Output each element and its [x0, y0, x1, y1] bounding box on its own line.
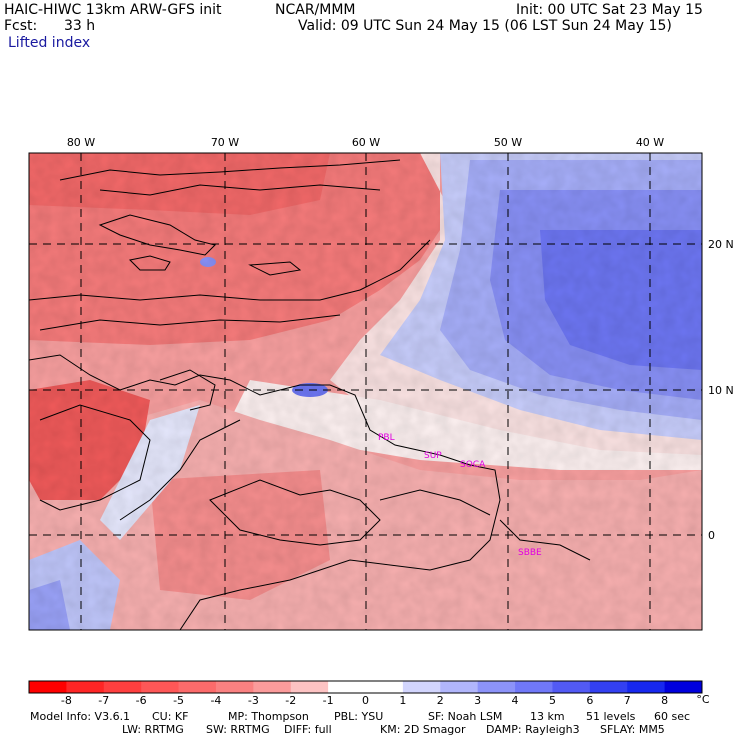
model-version: Model Info: V3.6.1	[30, 710, 131, 723]
colorbar-tick-label: 0	[362, 694, 369, 707]
colorbar-swatch	[253, 681, 292, 693]
colorbar-swatch	[664, 681, 703, 693]
colorbar-swatch	[66, 681, 105, 693]
station-markers: PBL SUP SOCA SBBE	[378, 433, 542, 558]
colorbar-swatch	[290, 681, 329, 693]
colorbar-tick-label: 3	[474, 694, 482, 707]
diff-option: DIFF: full	[284, 723, 332, 736]
colorbar-swatch	[402, 681, 441, 693]
org-label: NCAR/MMM	[275, 2, 356, 18]
colorbar-tick-label: -3	[247, 694, 259, 707]
colorbar-swatch	[589, 681, 628, 693]
colorbar	[28, 680, 703, 694]
sf-scheme: SF: Noah LSM	[428, 710, 503, 723]
map-frame	[28, 152, 703, 631]
station-label: SUP	[424, 451, 442, 461]
sw-scheme: SW: RRTMG	[206, 723, 270, 736]
colorbar-tick-label: 6	[586, 694, 594, 707]
colorbar-tick-label: -4	[210, 694, 222, 707]
colorbar-swatch	[515, 681, 553, 693]
pbl-scheme: PBL: YSU	[334, 710, 384, 723]
colorbar-swatch	[29, 681, 67, 693]
colorbar-frame	[28, 680, 703, 694]
colorbar-tick-label: 1	[399, 694, 407, 707]
sflay-option: SFLAY: MM5	[600, 723, 665, 736]
lon-label: 80 W	[67, 136, 95, 149]
colorbar-swatch	[552, 681, 591, 693]
colorbar-tick-label: -7	[98, 694, 110, 707]
colorbar-tick-label: 2	[436, 694, 444, 707]
lw-scheme: LW: RRTMG	[122, 723, 184, 736]
timestep: 60 sec	[654, 710, 691, 723]
colorbar-swatch	[477, 681, 516, 693]
colorbar-tick-label: 8	[661, 694, 669, 707]
colorbar-tick-label: -6	[135, 694, 147, 707]
colorbar-tick-label: -5	[173, 694, 185, 707]
lon-label: 40 W	[636, 136, 664, 149]
colorbar-tick-label: 5	[548, 694, 556, 707]
field-name: Lifted index	[8, 35, 91, 51]
colorbar-swatch	[103, 681, 142, 693]
colorbar-unit: °C	[696, 693, 710, 706]
init-time: Init: 00 UTC Sat 23 May 15	[516, 2, 703, 18]
mp-scheme: MP: Thompson	[228, 710, 309, 723]
coastlines	[29, 159, 591, 630]
levels: 51 levels	[586, 710, 636, 723]
valid-time: Valid: 09 UTC Sun 24 May 15 (06 LST Sun …	[298, 18, 672, 34]
graticule	[29, 153, 702, 630]
fcst-value: 33 h	[64, 18, 96, 34]
damp-option: DAMP: Rayleigh3	[486, 723, 580, 736]
colorbar-swatch	[440, 681, 479, 693]
station-label: SOCA	[460, 460, 486, 470]
colorbar-swatch	[627, 681, 666, 693]
station-label: SBBE	[518, 548, 542, 558]
cu-scheme: CU: KF	[152, 710, 189, 723]
colorbar-swatch	[365, 681, 404, 693]
colorbar-swatch	[215, 681, 254, 693]
fcst-label: Fcst:	[4, 18, 38, 34]
km-option: KM: 2D Smagor	[380, 723, 466, 736]
colorbar-swatch	[328, 681, 366, 693]
lon-label: 60 W	[352, 136, 380, 149]
station-label: PBL	[378, 433, 395, 443]
lon-label: 70 W	[211, 136, 239, 149]
model-info-line1: Model Info: V3.6.1 CU: KF MP: Thompson P…	[30, 710, 690, 723]
lat-label: 0	[708, 529, 715, 542]
colorbar-swatch	[141, 681, 180, 693]
colorbar-tick-label: -2	[285, 694, 297, 707]
lon-label: 50 W	[494, 136, 522, 149]
lat-label: 10 N	[708, 384, 734, 397]
resolution: 13 km	[530, 710, 565, 723]
lat-label: 20 N	[708, 238, 734, 251]
colorbar-tick-label: 4	[511, 694, 519, 707]
model-title: HAIC-HIWC 13km ARW-GFS init	[4, 2, 222, 18]
colorbar-tick-label: -8	[60, 694, 72, 707]
colorbar-tick-label: 7	[623, 694, 631, 707]
colorbar-tick-label: -1	[322, 694, 334, 707]
colorbar-swatch	[178, 681, 217, 693]
